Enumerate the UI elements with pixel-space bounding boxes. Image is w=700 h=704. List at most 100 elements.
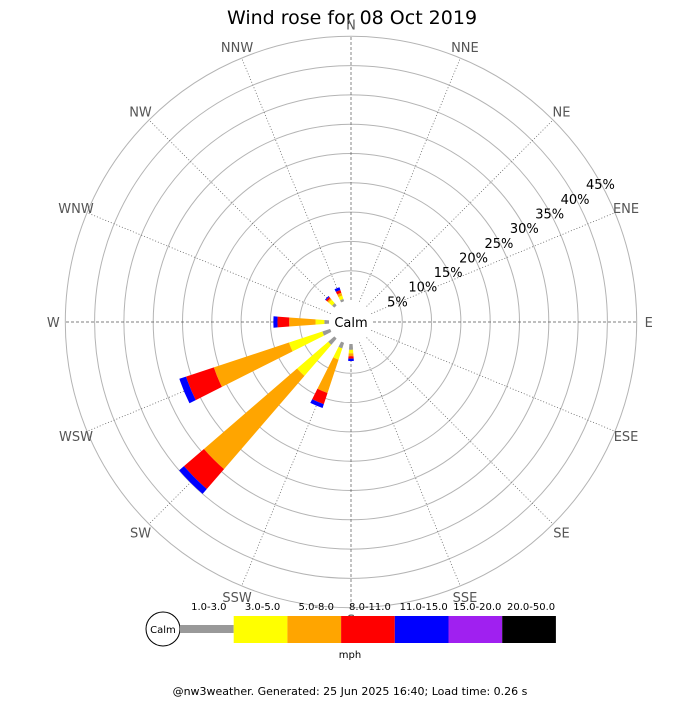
legend-bin-label: 15.0-20.0 xyxy=(453,602,501,613)
legend-swatch-1 xyxy=(233,616,288,643)
wind-bar-wsw-bin-3 xyxy=(186,367,222,401)
legend-swatch-6 xyxy=(502,616,556,643)
legend-bin-label: 5.0-8.0 xyxy=(299,602,334,613)
legend-bin-label: 8.0-11.0 xyxy=(349,602,391,613)
wind-bar-w-bin-3 xyxy=(277,316,290,328)
legend-swatch-5 xyxy=(448,616,503,643)
polar-grid xyxy=(64,35,638,609)
direction-label-wnw: WNW xyxy=(58,202,94,217)
wind-bar-s-bin-4 xyxy=(348,358,354,361)
wind-bar-ssw-bin-4 xyxy=(310,399,324,408)
wind-bar-nnw-bin-4 xyxy=(334,287,341,292)
direction-label-ese: ESE xyxy=(614,430,639,445)
grid-spoke xyxy=(371,212,616,314)
legend-bin-label: 11.0-15.0 xyxy=(400,602,448,613)
direction-label-nne: NNE xyxy=(451,41,479,56)
footer-text: @nw3weather. Generated: 25 Jun 2025 16:4… xyxy=(173,685,528,698)
legend-bin-label: 3.0-5.0 xyxy=(245,602,280,613)
radial-tick-label: 25% xyxy=(484,237,513,252)
direction-labels: NNNENEENEEESESESSESSSWSWWSWWWNWNWNNW5%10… xyxy=(47,18,653,628)
wind-bar-nnw-bin-0 xyxy=(340,298,345,303)
legend-swatch-3 xyxy=(341,616,395,643)
wind-bar-nnw-bin-1 xyxy=(338,295,344,301)
wind-bar-s-bin-3 xyxy=(348,356,354,359)
direction-label-se: SE xyxy=(553,527,569,542)
wind-bar-nnw-bin-3 xyxy=(335,289,342,295)
wind-bar-w-bin-2 xyxy=(289,317,316,327)
radial-tick-label: 45% xyxy=(586,178,615,193)
legend-unit: mph xyxy=(339,650,361,661)
direction-label-sw: SW xyxy=(130,527,151,542)
wind-bar-ssw-bin-0 xyxy=(338,341,345,349)
direction-label-n: N xyxy=(346,18,356,33)
wind-bar-ssw-bin-3 xyxy=(312,388,328,405)
grid-spoke xyxy=(86,330,331,432)
radial-tick-label: 10% xyxy=(408,281,437,296)
wind-bar-sw-bin-4 xyxy=(179,466,207,494)
direction-label-sse: SSE xyxy=(453,591,478,606)
radial-tick-label: 30% xyxy=(510,222,539,237)
grid-spoke xyxy=(148,337,336,525)
wind-bar-nnw-bin-2 xyxy=(337,292,343,298)
wind-bar-sw-bin-3 xyxy=(183,448,225,490)
wind-bar-nw-bin-0 xyxy=(332,303,337,308)
direction-label-w: W xyxy=(47,316,60,331)
grid-spoke xyxy=(241,57,343,302)
grid-ring xyxy=(64,35,638,609)
calm-center: Calm xyxy=(331,302,371,342)
wind-bar-wsw-bin-4 xyxy=(179,376,196,404)
wind-bar-nw-bin-1 xyxy=(328,299,335,306)
wind-bar-s-bin-0 xyxy=(348,343,354,350)
wind-bar-ssw-bin-2 xyxy=(317,357,339,393)
wind-bar-wsw-bin-0 xyxy=(322,328,332,336)
legend-swatch-4 xyxy=(394,616,449,643)
chart-title: Wind rose for 08 Oct 2019 xyxy=(227,7,477,29)
wind-bar-w-bin-4 xyxy=(273,316,278,328)
direction-label-ene: ENE xyxy=(613,202,639,217)
grid-spoke xyxy=(371,330,616,432)
direction-label-e: E xyxy=(645,316,653,331)
legend-swatch-0 xyxy=(180,625,234,633)
wind-bar-sw-bin-1 xyxy=(297,341,332,376)
wind-bar-nw-bin-4 xyxy=(325,296,330,301)
grid-spoke xyxy=(241,342,343,587)
legend-bin-label: 1.0-3.0 xyxy=(191,602,226,613)
legend-bin-label: 20.0-50.0 xyxy=(507,602,555,613)
grid-ring xyxy=(269,240,433,404)
wind-bar-nw-bin-3 xyxy=(325,296,331,302)
direction-label-nw: NW xyxy=(129,105,152,120)
wind-bar-ssw-bin-1 xyxy=(333,346,343,360)
wind-bar-s-bin-1 xyxy=(348,349,354,354)
direction-label-wsw: WSW xyxy=(59,430,93,445)
wind-bars xyxy=(179,287,354,494)
radial-tick-label: 15% xyxy=(434,266,463,281)
calm-circle xyxy=(331,302,371,342)
grid-ring xyxy=(94,65,608,579)
legend: Calm mph 1.0-3.0 3.0-5.0 5.0-8.0 8.0-11.0 11… xyxy=(145,602,556,661)
grid-spoke xyxy=(366,119,554,307)
wind-bar-wsw-bin-2 xyxy=(213,342,293,387)
wind-bar-sw-bin-2 xyxy=(203,368,305,470)
direction-label-ssw: SSW xyxy=(222,591,252,606)
grid-spoke xyxy=(359,342,461,587)
grid-spoke xyxy=(148,119,336,307)
radial-tick-label: 5% xyxy=(387,295,408,310)
direction-label-nnw: NNW xyxy=(221,41,253,56)
legend-swatch-2 xyxy=(287,616,342,643)
direction-label-ne: NE xyxy=(553,105,571,120)
wind-bar-s-bin-2 xyxy=(348,353,354,357)
wind-bar-sw-bin-0 xyxy=(328,336,337,345)
radial-tick-label: 40% xyxy=(561,193,590,208)
grid-spoke xyxy=(366,337,554,525)
radial-tick-label: 35% xyxy=(535,207,564,222)
wind-bar-w-bin-1 xyxy=(315,319,325,325)
wind-bar-wsw-bin-1 xyxy=(288,331,325,352)
radial-tick-label: 20% xyxy=(459,251,488,266)
grid-spoke xyxy=(359,57,461,302)
wind-bar-nw-bin-2 xyxy=(327,298,332,303)
grid-spoke xyxy=(86,212,331,314)
wind-bar-w-bin-0 xyxy=(324,320,330,324)
calm-label: Calm xyxy=(334,316,367,331)
